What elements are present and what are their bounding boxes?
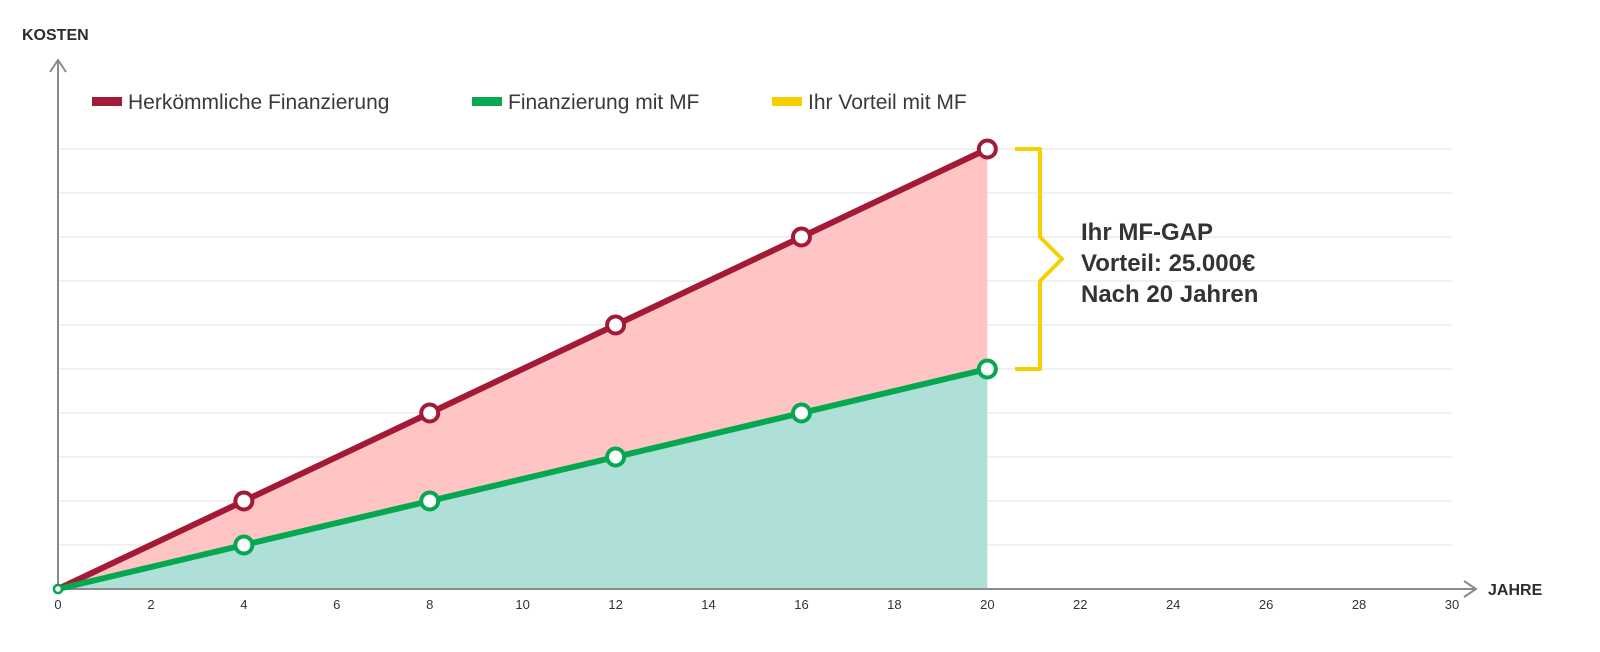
x-tick-label: 26: [1259, 597, 1273, 612]
x-tick-label: 6: [333, 597, 340, 612]
data-point-herkoemmlich: [976, 138, 998, 160]
legend-swatch: [472, 97, 502, 106]
legend-label: Herkömmliche Finanzierung: [128, 91, 389, 114]
data-point-herkoemmlich: [605, 314, 627, 336]
x-tick-labels: 0 2 4 6 8 10 12 14 16 18 20 22 24 26 28 30: [54, 597, 1459, 612]
data-point-mf: [419, 490, 441, 512]
series-points: [52, 138, 998, 595]
x-axis-title: JAHRE: [1488, 582, 1543, 599]
x-tick-label: 8: [426, 597, 433, 612]
series-line-mf: [55, 366, 991, 592]
data-point-herkoemmlich: [419, 402, 441, 424]
axes: KOSTEN JAHRE: [22, 27, 1543, 599]
data-point-herkoemmlich: [790, 226, 812, 248]
y-axis-title: KOSTEN: [22, 27, 89, 44]
legend-label: Finanzierung mit MF: [508, 91, 699, 114]
data-point-mf: [790, 402, 812, 424]
x-tick-label: 24: [1166, 597, 1180, 612]
gap-annotation-text: Ihr MF-GAP: [1081, 219, 1213, 246]
x-tick-label: 22: [1073, 597, 1087, 612]
x-tick-label: 12: [608, 597, 622, 612]
x-tick-label: 10: [515, 597, 529, 612]
gap-annotation: Ihr MF-GAP Vorteil: 25.000€ Nach 20 Jahren: [1015, 147, 1258, 371]
series-lines: [55, 146, 991, 592]
x-tick-label: 30: [1445, 597, 1459, 612]
x-tick-label: 14: [701, 597, 715, 612]
legend-swatch: [92, 97, 122, 106]
data-point-mf: [233, 534, 255, 556]
x-tick-label: 18: [887, 597, 901, 612]
y-axis-arrow: [49, 58, 67, 73]
x-tick-label: 20: [980, 597, 994, 612]
x-tick-label: 4: [240, 597, 247, 612]
x-tick-label: 2: [147, 597, 154, 612]
gap-bracket: [1015, 147, 1064, 371]
legend: Herkömmliche Finanzierung Finanzierung mi…: [92, 91, 967, 114]
data-point-herkoemmlich: [233, 490, 255, 512]
gap-annotation-text: Vorteil: 25.000€: [1081, 250, 1255, 277]
x-tick-label: 16: [794, 597, 808, 612]
gap-annotation-text: Nach 20 Jahren: [1081, 281, 1258, 308]
data-point-mf: [605, 446, 627, 468]
legend-label: Ihr Vorteil mit MF: [808, 91, 967, 114]
legend-swatch: [772, 97, 802, 106]
x-axis-arrow: [1463, 580, 1478, 598]
data-point-mf: [52, 583, 64, 595]
x-tick-label: 0: [54, 597, 61, 612]
data-point-mf: [976, 358, 998, 380]
series-line-herkoemmlich: [55, 146, 991, 592]
x-tick-label: 28: [1352, 597, 1366, 612]
